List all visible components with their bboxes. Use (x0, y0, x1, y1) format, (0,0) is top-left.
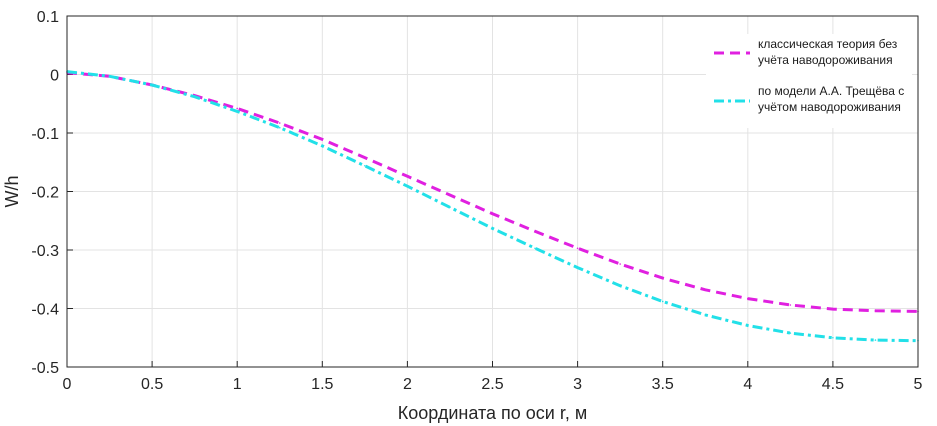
y-tick-label: -0.2 (31, 185, 59, 202)
legend-label-classical-line2: учёта наводороживания (758, 53, 893, 67)
series-0-point (661, 277, 664, 279)
x-tick-label: 4 (743, 376, 752, 393)
series-0-point (704, 288, 707, 291)
y-tick-label: -0.3 (31, 243, 59, 260)
y-axis-label: W/h (2, 175, 22, 207)
series-1-point (789, 332, 792, 334)
series-1-point (874, 339, 877, 341)
series-0-point (236, 107, 238, 110)
legend-box (706, 34, 912, 128)
series-1-point (747, 324, 749, 327)
series-0-point (619, 263, 621, 265)
series-1-point (832, 336, 834, 339)
series-1-point (491, 227, 494, 230)
series-0-point (874, 310, 877, 312)
series-1-point (236, 110, 238, 113)
series-1-point (151, 84, 153, 86)
series-1-point (661, 300, 664, 303)
series-0-point (747, 297, 749, 300)
series-1-point (704, 314, 707, 316)
y-tick-label: 0 (50, 68, 59, 85)
x-axis-label: Координата по оси r, м (398, 403, 587, 423)
y-tick-label: -0.1 (31, 126, 59, 143)
x-tick-label: 0.5 (141, 376, 163, 393)
series-1-point (576, 266, 579, 269)
y-tick-label: -0.4 (31, 302, 59, 319)
x-tick-label: 1.5 (311, 376, 333, 393)
plot-frame (66, 15, 919, 368)
series-0-point (534, 230, 536, 233)
series-0-point (576, 247, 579, 250)
y-tick-label: -0.5 (31, 360, 59, 377)
series-1-point (193, 95, 196, 98)
x-tick-label: 4.5 (822, 376, 844, 393)
x-tick-label: 0 (63, 376, 72, 393)
legend-label-treshchev-line1: по модели А.А. Трещёва с (758, 84, 904, 98)
series-1-point (619, 284, 621, 287)
series-1-point (364, 164, 366, 167)
series-0-point (449, 194, 451, 196)
legend: классическая теория без учёта наводорожи… (706, 34, 912, 128)
x-tick-label: 1 (233, 376, 242, 393)
series-1-point (449, 206, 451, 209)
series-group (66, 70, 919, 343)
series-0-point (789, 304, 792, 306)
y-axis-ticks: 0.1 0 -0.1 -0.2 -0.3 -0.4 -0.5 (31, 9, 73, 377)
series-1-point (321, 145, 324, 147)
x-tick-label: 5 (914, 376, 923, 393)
x-tick-label: 2.5 (481, 376, 503, 393)
series-0-point (832, 308, 834, 310)
series-0-point (491, 212, 494, 215)
x-tick-label: 2 (403, 376, 412, 393)
series-1-point (534, 247, 536, 250)
series-0-point (321, 138, 324, 141)
legend-label-treshchev-line2: учётом наводороживания (758, 100, 901, 114)
series-0-point (278, 122, 281, 124)
x-tick-label: 3.5 (652, 376, 674, 393)
y-tick-label: 0.1 (37, 9, 59, 26)
x-tick-label: 3 (573, 376, 582, 393)
x-axis-ticks: 0 0.5 1 1.5 2 2.5 3 3.5 4 4.5 5 (63, 361, 923, 393)
legend-label-classical-line1: классическая теория без (758, 37, 898, 51)
series-1-point (278, 126, 281, 129)
series-0-point (406, 175, 409, 178)
series-1-point (406, 185, 409, 188)
series-1-point (108, 75, 111, 78)
series-0-point (364, 156, 366, 159)
